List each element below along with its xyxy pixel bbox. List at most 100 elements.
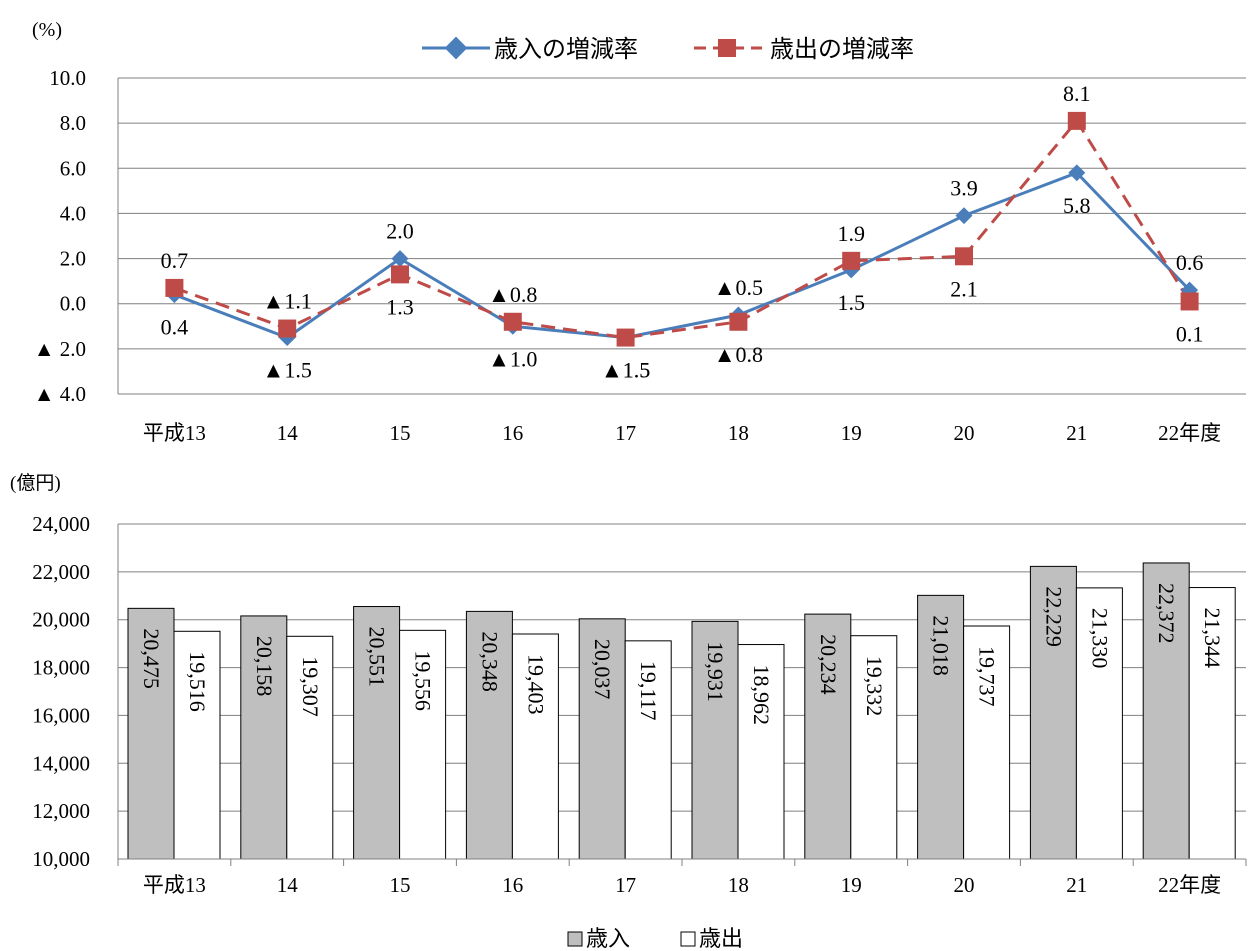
expenditure-rate-data-label: 0.1 xyxy=(1176,321,1204,346)
line-chart-gridlines xyxy=(117,77,1246,395)
revenue-rate-data-label: 5.8 xyxy=(1063,193,1091,218)
legend-revenue-label: 歳入 xyxy=(586,926,630,951)
expenditure-bar xyxy=(511,633,559,860)
revenue-bar-value-label: 20,348 xyxy=(477,631,502,692)
revenue-bar-value-label: 20,475 xyxy=(139,628,164,689)
expenditure-bar-value-label: 19,307 xyxy=(298,656,323,717)
legend-expenditure-label: 歳出 xyxy=(699,926,743,951)
line-chart-x-tick-label: 17 xyxy=(615,421,636,445)
revenue-bar xyxy=(917,594,965,860)
expenditure-bar-value-label: 21,330 xyxy=(1087,608,1112,669)
line-chart-x-tick-label: 19 xyxy=(841,421,862,445)
line-chart-x-tick-label: 21 xyxy=(1066,421,1087,445)
bar-chart-x-axis xyxy=(117,524,1247,866)
revenue-bar xyxy=(804,613,852,860)
expenditure-rate-point xyxy=(503,312,522,331)
bar-chart-x-tick-label: 14 xyxy=(277,873,299,897)
expenditure-rate-data-label: ▲0.8 xyxy=(488,282,537,307)
legend-revenue-rate-label: 歳入の増減率 xyxy=(494,36,638,63)
line-chart-y-tick-label: 10.0 xyxy=(49,66,86,90)
revenue-rate-data-label: ▲0.5 xyxy=(714,275,763,300)
revenue-bar-value-label: 21,018 xyxy=(929,615,954,676)
bar-chart-y-tick-label: 18,000 xyxy=(32,656,90,680)
legend-revenue-swatch-icon xyxy=(567,931,583,947)
expenditure-bar xyxy=(1075,587,1123,860)
revenue-bar xyxy=(1142,562,1190,860)
line-chart-unit-label: (%) xyxy=(32,19,62,41)
bar-chart-y-tick-label: 10,000 xyxy=(32,847,90,871)
expenditure-bar-value-label: 19,516 xyxy=(185,651,210,712)
bar-chart-y-tick-label: 14,000 xyxy=(32,751,90,775)
revenue-bar-value-label: 22,229 xyxy=(1041,586,1066,647)
bar-chart-x-tick-label: 15 xyxy=(390,873,411,897)
line-chart-x-tick-labels: 平成13 14 15 16 17 18 19 20 21 22年度 xyxy=(143,421,1221,445)
revenue-rate-point xyxy=(391,250,409,268)
expenditure-bar xyxy=(286,635,334,860)
line-chart-y-tick-labels: 10.0 8.0 6.0 4.0 2.0 0.0 ▲ 2.0 ▲ 4.0 xyxy=(34,66,86,406)
line-chart-x-tick-label: 15 xyxy=(390,421,411,445)
expenditure-bar xyxy=(399,629,447,860)
expenditure-bar-value-label: 19,403 xyxy=(523,654,548,715)
bar-chart-x-tick-label: 平成13 xyxy=(143,873,206,897)
bar-chart-unit-label: (億円) xyxy=(10,472,61,494)
bar-chart-y-tick-labels: 24,000 22,000 20,000 18,000 16,000 14,000 12,0… xyxy=(32,512,90,871)
expenditure-rate-data-label: ▲1.1 xyxy=(263,289,312,314)
revenue-bar-value-label: 19,931 xyxy=(703,641,728,702)
line-chart-x-tick-label: 20 xyxy=(954,421,975,445)
line-chart-y-tick-label: ▲ 4.0 xyxy=(34,382,86,406)
expenditure-bar-value-label: 19,737 xyxy=(975,646,1000,707)
line-chart-x-tick-label: 16 xyxy=(502,421,523,445)
revenue-expenditure-bar-chart: (億円) 24,000 22,000 20,000 18,000 16,000 14,00… xyxy=(10,472,1247,951)
expenditure-bar-value-label: 19,117 xyxy=(636,661,661,721)
line-chart-y-tick-label: 8.0 xyxy=(60,111,86,135)
revenue-bar xyxy=(465,610,513,860)
expenditure-rate-point xyxy=(391,265,409,284)
bar-chart-x-tick-label: 16 xyxy=(502,873,523,897)
growth-rate-line-chart: (%) 歳入の増減率 歳出の増減率 10.0 8.0 6.0 4.0 2.0 0.0 ▲ 2… xyxy=(32,19,1246,445)
expenditure-rate-point xyxy=(729,312,748,331)
bar-chart-y-tick-label: 12,000 xyxy=(32,799,90,823)
expenditure-rate-point xyxy=(842,251,861,270)
bar-chart-y-tick-label: 16,000 xyxy=(32,703,90,727)
bar-chart-x-tick-label: 17 xyxy=(615,873,636,897)
revenue-bar xyxy=(1029,565,1077,860)
expenditure-bar xyxy=(1188,587,1236,860)
revenue-rate-data-label: ▲1.5 xyxy=(263,358,312,383)
revenue-rate-data-label: 2.0 xyxy=(386,219,414,244)
legend-square-marker-icon xyxy=(718,39,736,57)
revenue-rate-data-label: 0.6 xyxy=(1176,250,1204,275)
bar-chart-x-tick-labels: 平成13 14 15 16 17 18 19 20 21 22年度 xyxy=(143,873,1221,897)
revenue-bar xyxy=(691,620,739,860)
revenue-rate-data-label: 3.9 xyxy=(950,176,978,201)
expenditure-bar-value-label: 19,556 xyxy=(411,650,436,711)
line-chart-data-labels: 0.40.7▲1.5▲1.12.01.3▲1.0▲0.8▲1.5▲1.5▲0.5… xyxy=(161,81,1204,383)
expenditure-bar xyxy=(850,635,898,860)
expenditure-rate-point xyxy=(955,247,973,266)
expenditure-rate-data-label: 2.1 xyxy=(950,276,978,301)
revenue-rate-data-label: ▲1.0 xyxy=(488,346,537,371)
expenditure-rate-data-label: 1.9 xyxy=(837,221,865,246)
line-chart-y-tick-label: 6.0 xyxy=(60,156,86,180)
revenue-rate-data-label: ▲1.5 xyxy=(601,358,650,383)
bar-chart-x-tick-label: 19 xyxy=(841,873,862,897)
expenditure-bar-value-label: 19,332 xyxy=(862,656,887,717)
expenditure-rate-line xyxy=(173,119,1191,340)
expenditure-bar-value-label: 21,344 xyxy=(1200,608,1225,669)
revenue-bar xyxy=(240,615,288,860)
expenditure-rate-point xyxy=(165,278,184,297)
revenue-bar-value-label: 20,551 xyxy=(365,627,390,688)
legend-expenditure-swatch-icon xyxy=(680,931,696,947)
revenue-bar-value-label: 20,037 xyxy=(590,639,615,700)
bar-chart-legend: 歳入 歳出 xyxy=(567,926,743,951)
line-chart-y-tick-label: 2.0 xyxy=(60,247,86,271)
expenditure-rate-data-label: ▲1.5 xyxy=(601,358,650,383)
revenue-rate-data-label: 1.5 xyxy=(837,290,865,315)
revenue-rate-line xyxy=(173,171,1191,340)
line-chart-x-tick-label: 18 xyxy=(728,421,749,445)
bar-chart-x-tick-label: 22年度 xyxy=(1158,873,1221,897)
revenue-bar xyxy=(127,607,175,860)
expenditure-rate-data-label: 0.7 xyxy=(161,248,189,273)
line-chart-y-tick-label: 4.0 xyxy=(60,201,86,225)
expenditure-bar xyxy=(173,630,221,860)
